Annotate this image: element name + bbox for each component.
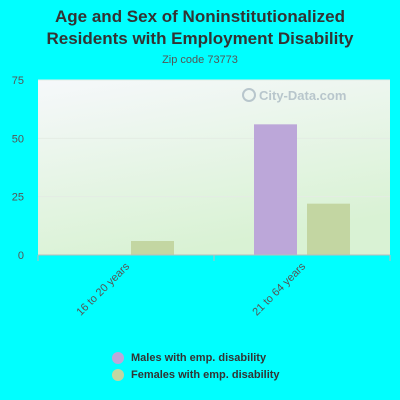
- chart-title-line-2: Residents with Employment Disability: [46, 29, 354, 48]
- y-tick-label: 75: [12, 75, 24, 87]
- x-tick-label: 16 to 20 years: [74, 260, 132, 318]
- legend-item-males: Males with emp. disability: [112, 349, 280, 366]
- legend-swatch-females: [112, 368, 124, 381]
- gridlines: [38, 79, 390, 198]
- bar-females-0: [131, 241, 174, 255]
- bar-males-1: [254, 124, 297, 255]
- legend-label-males: Males with emp. disability: [131, 351, 267, 364]
- chart-title: Age and Sex of Noninstitutionalized Resi…: [0, 6, 400, 50]
- x-tick-label: 21 to 64 years: [250, 260, 308, 318]
- watermark-text: City-Data.com: [259, 88, 346, 103]
- y-tick-label: 25: [12, 192, 24, 204]
- y-tick-label: 50: [12, 133, 24, 145]
- legend-swatch-males: [112, 351, 124, 364]
- watermark: City-Data.com: [242, 88, 346, 103]
- y-axis-ticks: 0 25 50 75: [12, 75, 24, 262]
- x-axis: 16 to 20 years 21 to 64 years: [37, 254, 391, 318]
- bars: [131, 124, 350, 255]
- bar-females-1: [307, 203, 350, 255]
- y-tick-label: 0: [18, 250, 24, 262]
- chart-subtitle: Zip code 73773: [162, 54, 238, 66]
- legend: Males with emp. disability Females with …: [112, 349, 280, 383]
- watermark-logo-icon: [242, 88, 256, 102]
- legend-label-females: Females with emp. disability: [131, 368, 280, 381]
- chart-title-line-1: Age and Sex of Noninstitutionalized: [55, 7, 345, 26]
- legend-item-females: Females with emp. disability: [112, 366, 280, 383]
